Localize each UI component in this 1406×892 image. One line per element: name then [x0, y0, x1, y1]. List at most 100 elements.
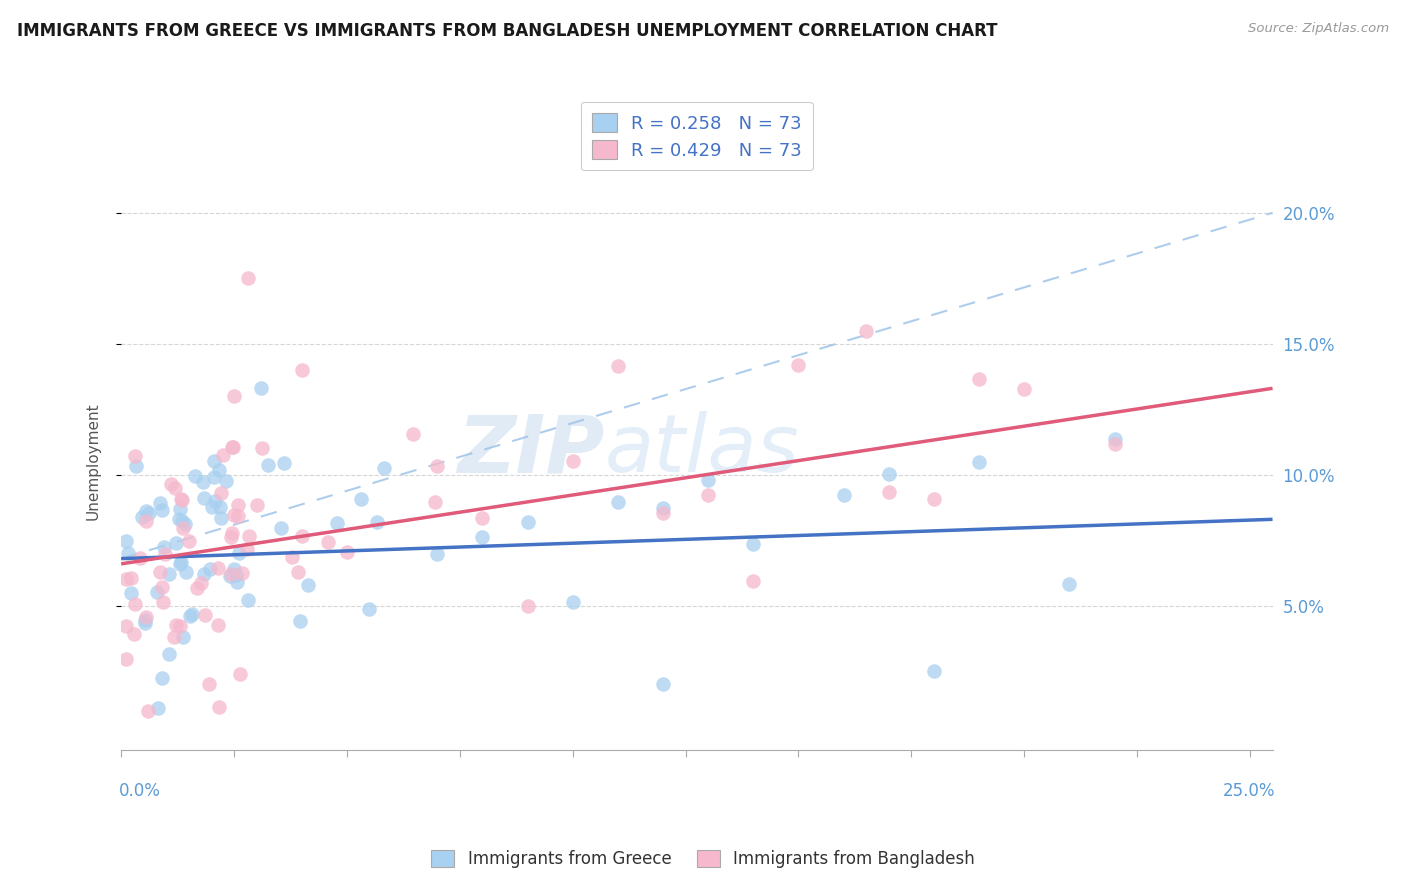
Point	[117, 546, 139, 560]
Point	[228, 546, 250, 560]
Point	[146, 701, 169, 715]
Point	[190, 576, 212, 591]
Point	[136, 704, 159, 718]
Point	[208, 462, 231, 476]
Text: ZIP: ZIP	[457, 411, 605, 489]
Point	[426, 458, 449, 473]
Point	[193, 607, 215, 622]
Point	[209, 511, 232, 525]
Point	[163, 630, 186, 644]
Point	[877, 484, 900, 499]
Legend: Immigrants from Greece, Immigrants from Bangladesh: Immigrants from Greece, Immigrants from …	[425, 843, 981, 875]
Point	[197, 677, 219, 691]
Point	[697, 473, 720, 487]
Point	[222, 562, 245, 576]
Point	[124, 449, 146, 463]
Point	[291, 363, 314, 377]
Point	[236, 592, 259, 607]
Point	[967, 455, 990, 469]
Point	[229, 666, 252, 681]
Point	[215, 474, 238, 488]
Point	[170, 514, 193, 528]
Point	[150, 503, 173, 517]
Point	[246, 499, 269, 513]
Point	[257, 458, 280, 472]
Point	[186, 581, 208, 595]
Point	[222, 389, 245, 403]
Point	[290, 615, 312, 629]
Point	[336, 545, 359, 559]
Point	[138, 506, 160, 520]
Point	[159, 477, 181, 491]
Point	[208, 700, 231, 714]
Text: 25.0%: 25.0%	[1222, 781, 1275, 799]
Point	[157, 566, 180, 581]
Point	[291, 528, 314, 542]
Point	[165, 618, 187, 632]
Point	[120, 586, 142, 600]
Point	[742, 537, 765, 551]
Text: 0.0%: 0.0%	[120, 781, 160, 799]
Point	[471, 530, 494, 544]
Point	[124, 597, 146, 611]
Point	[606, 495, 628, 509]
Point	[236, 542, 259, 557]
Point	[221, 441, 243, 455]
Point	[174, 517, 197, 532]
Y-axis label: Unemployment: Unemployment	[86, 403, 100, 521]
Point	[202, 453, 225, 467]
Point	[250, 441, 273, 455]
Point	[222, 440, 245, 454]
Point	[176, 566, 198, 580]
Point	[207, 561, 229, 575]
Point	[135, 514, 157, 528]
Point	[153, 540, 176, 554]
Point	[170, 491, 193, 506]
Point	[250, 381, 273, 395]
Point	[207, 617, 229, 632]
Point	[219, 567, 242, 582]
Point	[125, 459, 148, 474]
Point	[1104, 437, 1126, 451]
Point	[652, 500, 675, 515]
Point	[228, 498, 250, 512]
Point	[165, 481, 187, 495]
Point	[1012, 383, 1035, 397]
Point	[221, 526, 243, 541]
Point	[149, 565, 172, 579]
Point	[238, 529, 260, 543]
Point	[165, 536, 187, 550]
Point	[1059, 577, 1081, 591]
Point	[124, 627, 146, 641]
Point	[226, 508, 249, 523]
Point	[516, 515, 538, 529]
Point	[170, 556, 193, 570]
Point	[115, 618, 138, 632]
Point	[606, 359, 628, 374]
Point	[198, 561, 221, 575]
Point	[855, 324, 877, 338]
Point	[150, 580, 173, 594]
Point	[350, 491, 373, 506]
Point	[169, 502, 191, 516]
Point	[146, 585, 169, 599]
Point	[219, 530, 242, 544]
Point	[155, 547, 177, 561]
Point	[204, 494, 226, 508]
Point	[184, 468, 207, 483]
Point	[201, 500, 224, 515]
Point	[193, 566, 215, 581]
Point	[652, 677, 675, 691]
Point	[270, 521, 292, 535]
Text: atlas: atlas	[605, 411, 800, 489]
Point	[316, 534, 339, 549]
Point	[114, 652, 136, 666]
Point	[967, 372, 990, 386]
Point	[1104, 432, 1126, 446]
Point	[401, 427, 423, 442]
Point	[134, 616, 156, 631]
Point	[115, 572, 138, 586]
Point	[225, 575, 247, 590]
Point	[172, 493, 194, 508]
Point	[177, 534, 200, 549]
